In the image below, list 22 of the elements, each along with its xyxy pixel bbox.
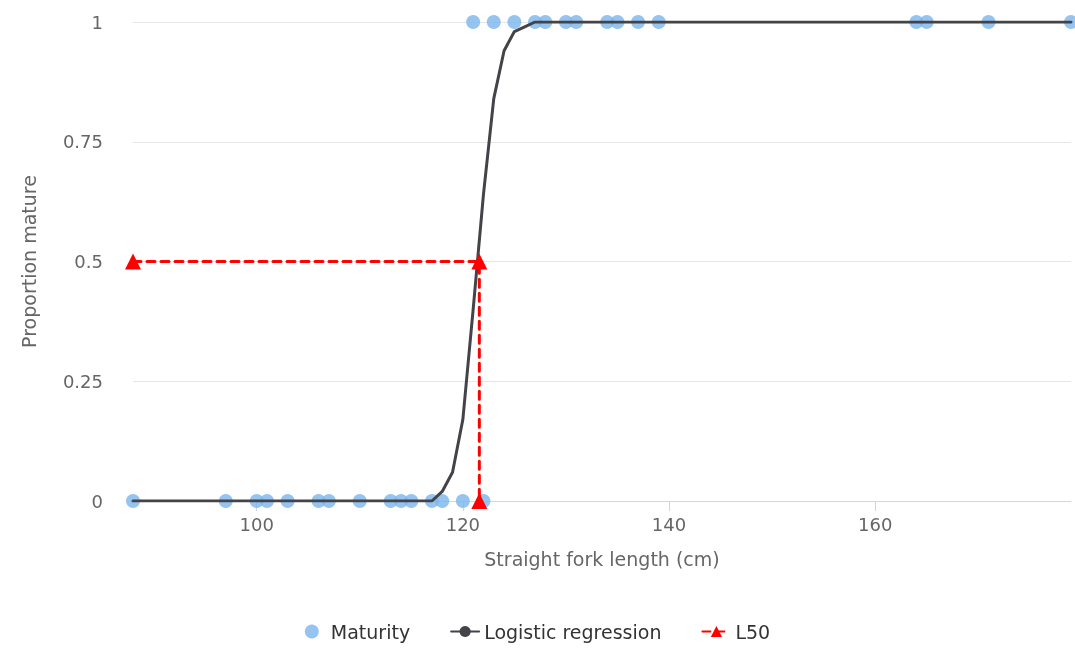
x-tick-label: 140	[651, 513, 687, 535]
point	[486, 15, 501, 29]
point	[471, 253, 488, 270]
y-tick-label: 1	[91, 11, 103, 33]
point	[125, 253, 141, 270]
point	[435, 494, 450, 508]
legend-label: Maturity	[330, 620, 411, 643]
y-axis-title: Proportion mature	[17, 175, 40, 348]
point	[455, 494, 470, 508]
legend-label: L50	[735, 620, 771, 643]
point	[507, 15, 522, 29]
y-tick-label: 0.75	[62, 131, 103, 153]
x-tick-label: 100	[239, 513, 274, 535]
y-tick-label: 0.5	[74, 251, 103, 272]
x-axis-title: Straight fork length (cm)	[484, 547, 720, 570]
x-tick-label: 160	[857, 513, 893, 535]
y-tick-label: 0.25	[62, 370, 103, 392]
legend-label: Logistic regression	[484, 620, 662, 643]
point	[466, 15, 481, 29]
x-tick-label: 120	[445, 513, 481, 535]
point	[471, 493, 488, 509]
y-tick-label: 0	[91, 490, 103, 512]
